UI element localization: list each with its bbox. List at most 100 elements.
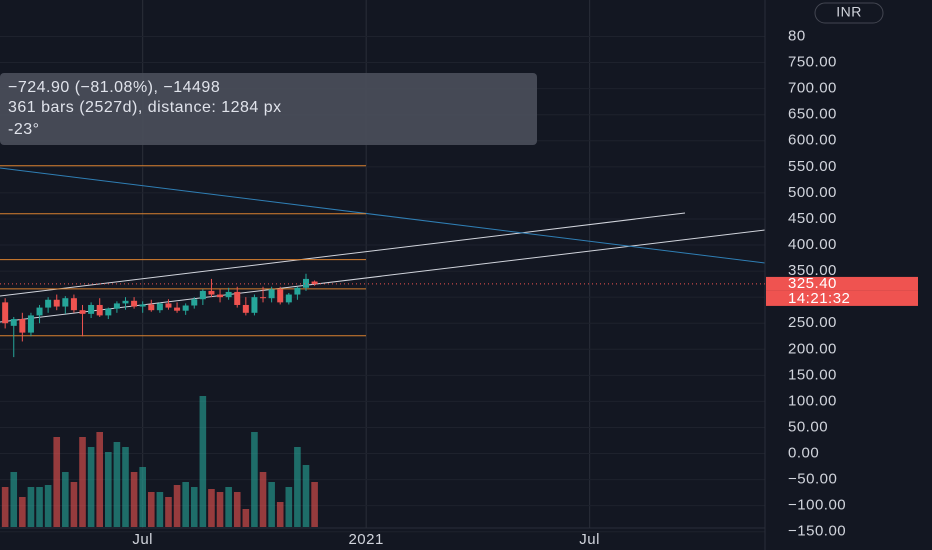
volume-bar	[36, 487, 43, 527]
candle-body	[105, 308, 112, 316]
countdown-box	[766, 290, 918, 306]
volume-bar	[70, 482, 78, 527]
y-tick-label: 350.00	[788, 262, 837, 279]
volume-bar	[259, 472, 267, 527]
candle-body	[182, 305, 189, 311]
candle-body	[113, 303, 120, 309]
volume-bar	[208, 489, 215, 527]
candle-body	[45, 299, 52, 308]
volume-bar	[268, 482, 275, 527]
volume-bar	[62, 472, 69, 527]
volume-bar	[147, 492, 155, 527]
volume-bar	[87, 447, 95, 527]
volume-bar	[242, 509, 250, 527]
y-tick-label: 500.00	[788, 184, 837, 201]
y-tick-label: 250.00	[788, 314, 837, 331]
candle-body	[225, 291, 232, 298]
volume-bar	[44, 485, 52, 527]
y-tick-label: 100.00	[788, 392, 837, 409]
volume-bar	[285, 487, 293, 527]
y-tick-label: −100.00	[788, 497, 846, 514]
channel-lower	[0, 229, 766, 323]
volume-bar	[311, 482, 318, 527]
volume-bar	[165, 497, 172, 527]
volume-bar	[10, 472, 18, 527]
y-tick-label: −150.00	[788, 523, 846, 540]
candle-body	[79, 310, 86, 314]
currency-pill[interactable]	[814, 2, 884, 24]
candle-body	[268, 289, 275, 299]
volume-bar	[53, 437, 61, 527]
x-tick-label: Jul	[579, 531, 600, 548]
volume-bar	[199, 396, 207, 527]
candle-body	[36, 307, 43, 316]
candle-body	[122, 300, 129, 304]
candle-body	[303, 278, 309, 288]
volume-bar	[19, 497, 26, 527]
y-tick-label: 450.00	[788, 210, 837, 227]
tooltip-line: −724.90 (−81.08%), −14498	[8, 79, 220, 96]
volume-bar	[225, 487, 232, 527]
candle-body	[131, 300, 138, 307]
measure-tooltip: −724.90 (−81.08%), −14498 361 bars (2527…	[0, 73, 537, 145]
candle-body	[27, 315, 34, 333]
candle-body	[62, 298, 69, 307]
volume-bar	[190, 487, 198, 527]
candle-body	[2, 302, 9, 324]
tooltip-line: 361 bars (2527d), distance: 1284 px	[8, 99, 282, 116]
candle-body	[234, 291, 241, 305]
volume-bar	[302, 465, 310, 527]
price-label-box	[766, 276, 918, 291]
candle-body	[208, 290, 215, 295]
candle-body	[19, 319, 26, 333]
y-tick-label: 150.00	[788, 366, 837, 383]
y-tick-label: 400.00	[788, 236, 837, 253]
y-tick-label: 650.00	[788, 106, 837, 123]
candle-body	[10, 319, 17, 326]
y-tick-label: 80	[788, 27, 806, 44]
volume-bar	[233, 492, 241, 527]
volume-bar	[276, 502, 284, 527]
volume-bar	[105, 452, 112, 527]
y-tick-label: 600.00	[788, 132, 837, 149]
candle-body	[96, 304, 103, 316]
y-tick-label: −50.00	[788, 471, 837, 488]
y-tick-label: 700.00	[788, 80, 837, 97]
candle-body	[217, 294, 224, 298]
volume-bar	[27, 487, 35, 527]
candle-body	[53, 299, 60, 307]
volume-bar	[122, 447, 129, 527]
x-tick-label: 2021	[348, 531, 383, 548]
y-tick-label: 200.00	[788, 340, 837, 357]
volume-bar	[130, 472, 138, 527]
x-tick-label: Jul	[132, 531, 153, 548]
volume-bar	[79, 437, 86, 527]
volume-bar	[96, 432, 104, 527]
candle-body	[199, 290, 206, 300]
y-tick-label: 550.00	[788, 158, 837, 175]
trend-line	[0, 167, 766, 264]
channel-upper	[0, 212, 686, 297]
tooltip-line: -23°	[8, 121, 40, 138]
candle-body	[70, 298, 77, 311]
tooltip-box	[0, 73, 537, 145]
candle-body	[311, 281, 318, 284]
candle-body	[277, 289, 284, 303]
candle-body	[260, 297, 267, 299]
candle-body	[191, 299, 198, 306]
volume-bar	[182, 482, 189, 527]
volume-bar	[156, 492, 164, 527]
candle-body	[88, 304, 95, 314]
volume-bar	[251, 432, 258, 527]
volume-bar	[113, 442, 121, 527]
candle-body	[294, 287, 301, 295]
candle-body	[285, 294, 292, 303]
candle-body	[139, 304, 146, 307]
volume-bar	[139, 467, 146, 527]
candle-body	[251, 297, 258, 313]
currency: INR	[836, 4, 862, 20]
candle-body	[156, 303, 163, 311]
candle-body	[174, 307, 181, 311]
